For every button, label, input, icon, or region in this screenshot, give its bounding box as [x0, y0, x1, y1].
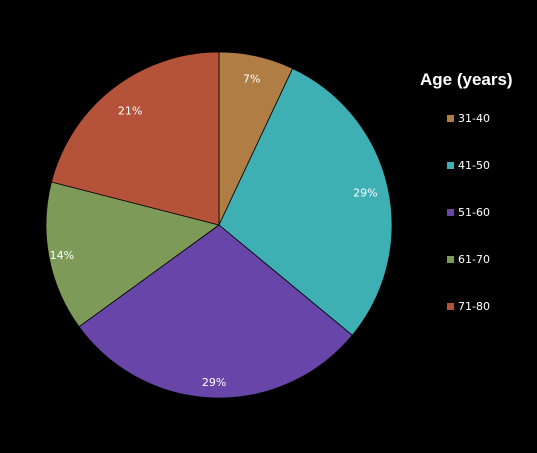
legend-item-51-60: 51-60 — [420, 206, 530, 254]
chart-legend: Age (years) 31-40 41-50 51-60 61-70 71-80 — [420, 70, 530, 348]
pie-data-labels: 7% 29% 29% 14% 21% — [50, 73, 378, 389]
legend-item-41-50: 41-50 — [420, 159, 530, 207]
pie-slice-71-80 — [50, 51, 220, 226]
data-label-31-40: 7% — [243, 73, 260, 86]
data-label-51-60: 29% — [202, 376, 226, 389]
legend-item-31-40: 31-40 — [420, 112, 530, 160]
pie-slices — [45, 51, 393, 399]
legend-label: 61-70 — [458, 253, 490, 266]
legend-swatch — [447, 115, 454, 122]
legend-label: 41-50 — [458, 159, 490, 172]
legend-item-61-70: 61-70 — [420, 253, 530, 301]
pie-slice-61-70 — [45, 181, 220, 328]
legend-swatch — [447, 303, 454, 310]
legend-items: 31-40 41-50 51-60 61-70 71-80 — [420, 112, 530, 348]
legend-swatch — [447, 162, 454, 169]
pie-slice-51-60 — [78, 224, 353, 399]
legend-label: 31-40 — [458, 112, 490, 125]
data-label-71-80: 21% — [118, 104, 142, 117]
legend-item-71-80: 71-80 — [420, 300, 530, 348]
pie-slice-41-50 — [218, 67, 393, 336]
legend-swatch — [447, 256, 454, 263]
legend-title: Age (years) — [420, 70, 513, 89]
legend-label: 51-60 — [458, 206, 490, 219]
legend-label: 71-80 — [458, 300, 490, 313]
data-label-61-70: 14% — [50, 249, 74, 262]
data-label-41-50: 29% — [353, 186, 377, 199]
legend-swatch — [447, 209, 454, 216]
